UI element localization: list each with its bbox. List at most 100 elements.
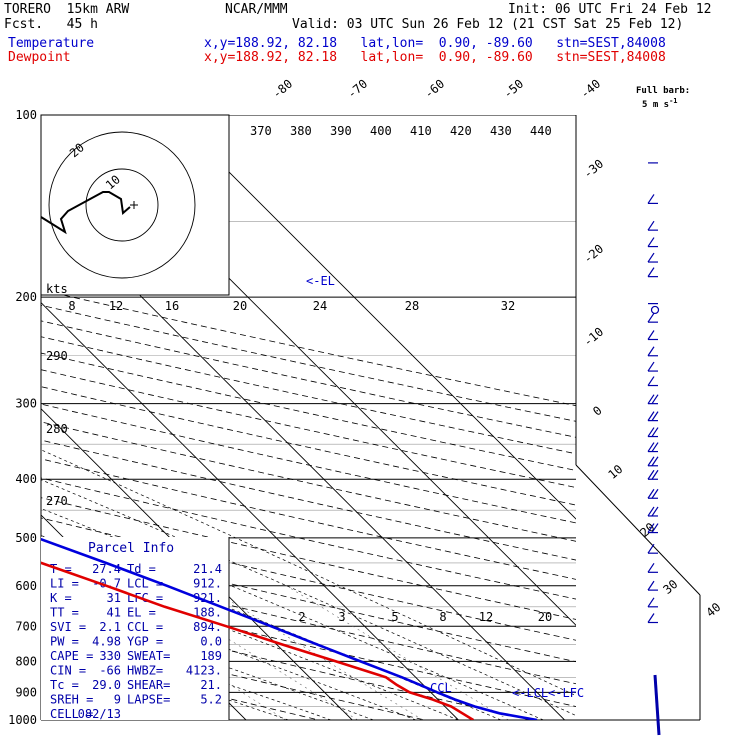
parcel-info-value: 2.1	[99, 620, 121, 634]
barb-flag	[647, 562, 655, 573]
theta-label: 370	[250, 124, 272, 138]
dry-adiabat	[41, 497, 576, 620]
parcel-info-value: 31	[107, 591, 121, 605]
temperature-label: -40	[578, 77, 604, 102]
series-dewpoint	[41, 561, 474, 720]
hodograph-ring	[48, 131, 196, 279]
pressure-label: 300	[15, 397, 37, 411]
moist-adiabat	[41, 479, 576, 716]
parcel-info-value: 21.4	[193, 562, 222, 576]
moist-adiabat	[41, 449, 576, 697]
parcel-info-value: 189	[200, 649, 222, 663]
temperature-label: 10	[605, 462, 625, 482]
temperature-location: x,y=188.92, 82.18 lat,lon= 0.90, -89.60 …	[204, 36, 666, 51]
profile-lines	[41, 537, 538, 720]
barb-flag	[647, 394, 655, 404]
source-label: NCAR/MMM	[225, 2, 288, 17]
theta-label: 420	[450, 124, 472, 138]
mixing-ratio-label: 32	[501, 299, 515, 313]
parcel-info-value: 894.	[193, 620, 222, 634]
parcel-info-value: 921.	[193, 591, 222, 605]
parcel-info-value: PW =	[50, 635, 79, 649]
barb-flag	[651, 456, 659, 467]
theta-label: 380	[290, 124, 312, 138]
parcel-info-value: 9	[114, 693, 121, 707]
wind-barb	[647, 613, 658, 624]
dry-adiabat	[41, 604, 533, 720]
barb-flag	[647, 506, 655, 517]
mixing-ratio-label: 16	[165, 299, 179, 313]
theta-label: 400	[370, 124, 392, 138]
barb-flag	[647, 312, 655, 323]
dry-adiabat	[41, 458, 576, 580]
mixing-ratio-label: 8	[68, 299, 75, 313]
theta-label: 410	[410, 124, 432, 138]
wind-barb	[647, 361, 658, 372]
parcel-info-value: 29.0	[92, 678, 121, 692]
barb-flag	[647, 411, 655, 421]
wind-barb	[647, 442, 659, 453]
parcel-info-value: EL =	[127, 606, 156, 620]
barb-flag	[647, 523, 655, 533]
parcel-info-value: YGP =	[127, 635, 163, 649]
pressure-label: 200	[15, 290, 37, 304]
barb-flag	[651, 488, 659, 499]
barb-flag	[651, 394, 659, 404]
theta-label: 290	[46, 349, 68, 363]
wind-barb	[647, 194, 658, 205]
temperature-label: -80	[270, 77, 296, 102]
wind-barb	[647, 252, 658, 263]
temperature-label: -60	[422, 77, 448, 102]
mixing-ratio-label: 5	[391, 610, 398, 624]
dry-adiabat	[41, 627, 427, 720]
parcel-info-background	[41, 537, 229, 720]
calm-wind-marker	[650, 305, 660, 315]
dewpoint-legend: Dewpoint	[8, 50, 71, 65]
wind-barb	[647, 267, 658, 278]
wind-barbs	[647, 162, 661, 736]
wind-barb	[647, 346, 658, 357]
parcel-info-value: 0.0	[200, 635, 222, 649]
level-annotation: <-EL	[306, 274, 335, 288]
parcel-info-value: TT =	[50, 606, 79, 620]
barb-flag	[647, 330, 655, 340]
barb-legend-unit-text: 5 m s	[642, 100, 670, 110]
barb-flag	[647, 488, 655, 499]
storm-motion-marker	[130, 201, 138, 209]
pressure-label: 900	[15, 685, 37, 699]
barb-flag	[647, 580, 655, 591]
mixing-ratio-line	[286, 585, 509, 720]
barb-flag	[651, 427, 659, 437]
hodograph-trace	[40, 191, 131, 235]
isotherm	[41, 301, 459, 720]
dry-adiabat	[41, 581, 576, 707]
parcel-info-value: HWBZ=	[127, 664, 163, 678]
temperature-legend: Temperature	[8, 36, 95, 51]
mixing-ratio-label: 12	[109, 299, 123, 313]
wind-barb	[647, 411, 659, 422]
parcel-info-value: LI =	[50, 577, 79, 591]
pressure-label: 400	[15, 472, 37, 486]
pressure-label: 1000	[8, 713, 37, 727]
parcel-info-value: LAPSE=	[127, 693, 170, 707]
mixing-ratio-label: 20	[233, 299, 247, 313]
init-time: Init: 06 UTC Fri 24 Feb 12	[508, 2, 712, 17]
theta-label: 270	[46, 494, 68, 508]
parcel-info-value: 21.	[200, 678, 222, 692]
wind-barb	[647, 220, 658, 231]
barb-flag	[647, 427, 655, 437]
temperature-label: 40	[703, 600, 723, 620]
wind-barb	[647, 488, 659, 499]
pressure-label: 600	[15, 579, 37, 593]
dry-adiabat	[41, 517, 576, 641]
hodograph-unit: kts	[46, 282, 68, 296]
barb-flag	[651, 523, 659, 533]
wind-barb	[647, 523, 659, 534]
theta-label: 440	[530, 124, 552, 138]
parcel-info-title: Parcel Info	[88, 541, 174, 556]
parcel-info-value: 188.	[193, 606, 222, 620]
barb-flag	[647, 597, 655, 608]
barb-flag	[647, 376, 655, 386]
